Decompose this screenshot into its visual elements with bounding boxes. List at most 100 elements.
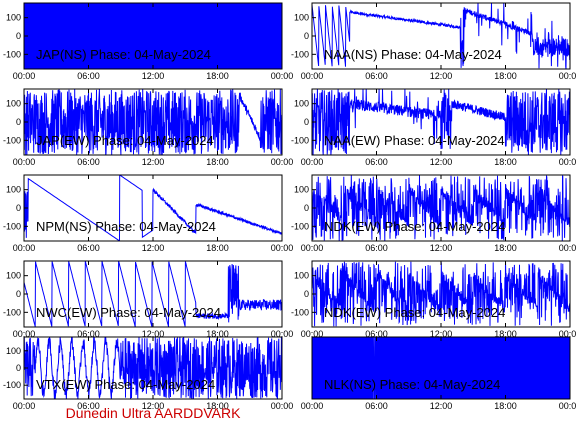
x-tick-label: 00:00 [13,329,36,339]
chart-panel-8: 00:00 06:00 12:00 18:00 00:00 100 0 -100 NDK(EW)… [291,260,576,339]
y-tick-label: 0 [304,289,309,299]
chart-panel-1: 00:00 06:00 12:00 18:00 00:00 100 0 -100 JAP(NS)… [3,2,294,81]
y-tick-label: 0 [16,363,21,373]
y-tick-label: 100 [6,13,21,23]
x-tick-label: 06:00 [77,329,100,339]
x-tick-label: 18:00 [494,157,517,167]
x-tick-label: 18:00 [494,329,517,339]
y-tick-label: -100 [291,49,309,59]
x-tick-label: 12:00 [142,157,165,167]
x-tick-label: 06:00 [77,243,100,253]
phase-series-line [312,175,570,241]
y-tick-label: 0 [16,117,21,127]
x-tick-label: 12:00 [142,243,165,253]
x-tick-label: 00:00 [559,71,576,81]
x-tick-label: 12:00 [142,71,165,81]
x-tick-label: 00:00 [271,157,294,167]
phase-series-line [312,89,570,155]
x-tick-label: 00:00 [559,329,576,339]
chart-panel-3: 00:00 06:00 12:00 18:00 00:00 100 0 -100 JAP(EW)… [3,88,294,167]
x-tick-label: 18:00 [494,71,517,81]
y-tick-label: 0 [304,117,309,127]
x-tick-label: 00:00 [13,157,36,167]
phase-series-line [24,337,282,399]
x-tick-label: 00:00 [559,157,576,167]
x-tick-label: 00:00 [301,329,324,339]
x-tick-label: 00:00 [271,401,294,411]
x-tick-label: 12:00 [430,401,453,411]
footer-credit: Dunedin Ultra AARDDVARK [65,405,241,421]
x-tick-label: 18:00 [206,401,229,411]
x-tick-label: 12:00 [430,243,453,253]
x-tick-label: 18:00 [206,243,229,253]
x-tick-label: 06:00 [365,71,388,81]
chart-title: NPM(NS) Phase: 04-May-2024 [36,219,216,234]
x-tick-label: 00:00 [13,71,36,81]
chart-title: NAA(EW) Phase: 04-May-2024 [324,133,505,148]
x-tick-label: 12:00 [430,71,453,81]
y-tick-label: -100 [3,135,21,145]
x-tick-label: 18:00 [494,243,517,253]
chart-title: VTX(EW) Phase: 04-May-2024 [36,377,215,392]
phase-series-line [312,261,570,327]
y-tick-label: 100 [294,13,309,23]
phase-series-line [312,3,570,69]
chart-panel-4: 00:00 06:00 12:00 18:00 00:00 100 0 -100 NAA(EW)… [291,88,576,167]
x-tick-label: 06:00 [365,157,388,167]
chart-title: NLK(NS) Phase: 04-May-2024 [324,377,500,392]
y-tick-label: 100 [294,99,309,109]
y-tick-label: 0 [16,31,21,41]
chart-title: NDK(EW) Phase: 04-May-2024 [324,219,505,234]
x-tick-label: 06:00 [365,401,388,411]
x-tick-label: 00:00 [559,243,576,253]
y-tick-label: 100 [6,99,21,109]
x-tick-label: 06:00 [77,401,100,411]
chart-title: JAP(NS) Phase: 04-May-2024 [36,47,211,62]
x-tick-label: 18:00 [206,157,229,167]
phase-series-line [24,261,282,327]
y-tick-label: -100 [3,49,21,59]
x-tick-label: 12:00 [142,329,165,339]
chart-panel-7: 00:00 06:00 12:00 18:00 00:00 100 0 -100 NWC(EW)… [3,260,294,339]
x-tick-label: 12:00 [430,157,453,167]
x-tick-label: 00:00 [301,71,324,81]
y-tick-label: 0 [304,203,309,213]
x-tick-label: 06:00 [77,71,100,81]
x-tick-label: 00:00 [559,401,576,411]
x-tick-label: 00:00 [301,157,324,167]
x-tick-label: 00:00 [271,243,294,253]
x-tick-label: 18:00 [206,71,229,81]
chart-title: NAA(NS) Phase: 04-May-2024 [324,47,502,62]
y-tick-label: -100 [291,135,309,145]
x-tick-label: 18:00 [206,329,229,339]
x-tick-label: 00:00 [301,401,324,411]
chart-title: NDK(EW) Phase: 04-May-2024 [324,305,505,320]
y-tick-label: 100 [6,271,21,281]
x-tick-label: 00:00 [271,329,294,339]
y-tick-label: 100 [294,271,309,281]
x-tick-label: 12:00 [430,329,453,339]
y-tick-label: -100 [291,307,309,317]
y-tick-label: 100 [6,185,21,195]
y-tick-label: -100 [3,307,21,317]
y-tick-label: -100 [3,221,21,231]
chart-title: NWC(EW) Phase: 04-May-2024 [36,305,221,320]
x-tick-label: 00:00 [13,243,36,253]
x-tick-label: 00:00 [301,243,324,253]
chart-panel-2: 00:00 06:00 12:00 18:00 00:00 100 0 -100 NAA(NS)… [291,2,576,81]
y-tick-label: -100 [291,221,309,231]
phase-series-line [24,89,282,155]
x-tick-label: 06:00 [365,243,388,253]
x-tick-label: 06:00 [365,329,388,339]
chart-panel-5: 00:00 06:00 12:00 18:00 00:00 100 0 -100 NPM(NS)… [3,174,294,253]
y-tick-label: -100 [3,380,21,390]
phase-series-line [24,175,282,241]
x-tick-label: 00:00 [13,401,36,411]
y-tick-label: 0 [16,289,21,299]
x-tick-label: 18:00 [494,401,517,411]
y-tick-label: 0 [304,31,309,41]
x-tick-label: 00:00 [271,71,294,81]
y-tick-label: 0 [16,203,21,213]
